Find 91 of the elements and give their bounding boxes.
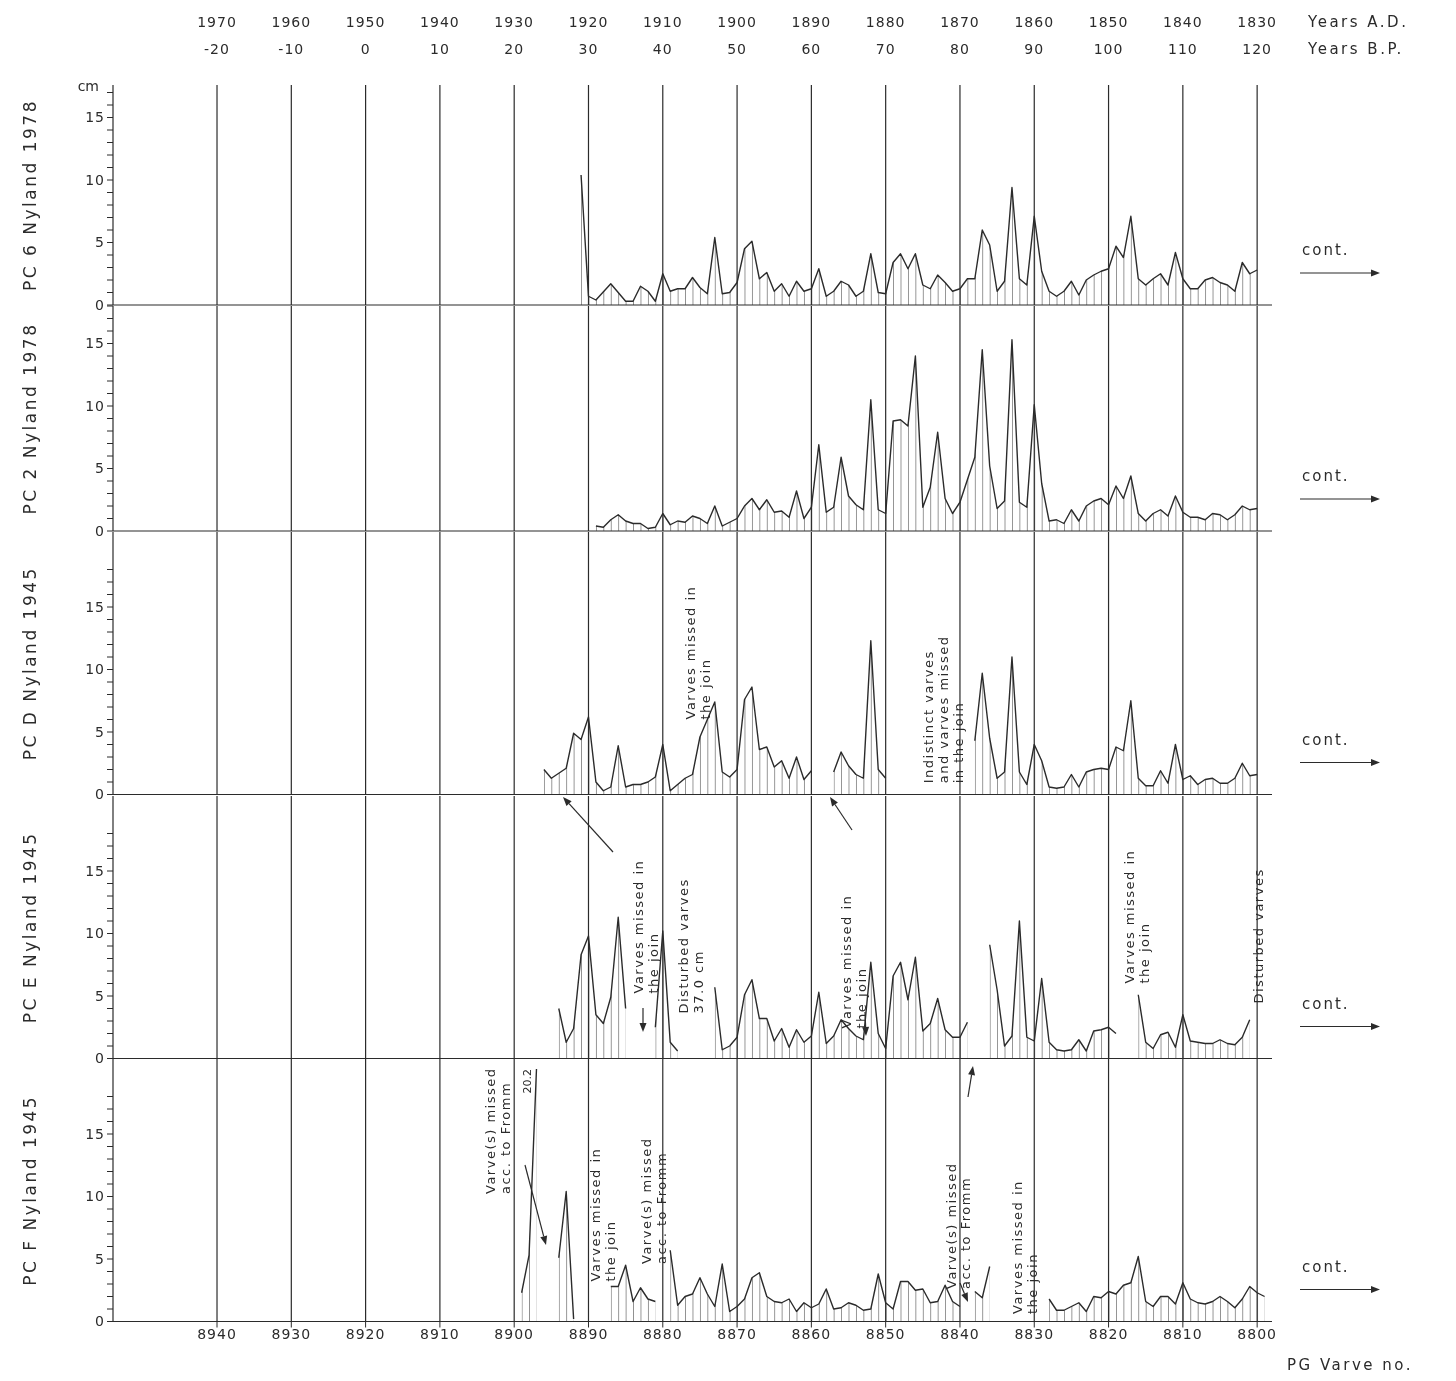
text: 70 <box>875 41 896 57</box>
y-tick-label: 0 <box>95 296 105 313</box>
x2-tick-label: 1940 <box>420 14 460 30</box>
annotation: Indistinct varves and varves missed in the join <box>921 635 967 784</box>
annotation: 20.2 <box>521 1069 535 1094</box>
x-tick-label: 8900 <box>494 1326 535 1343</box>
x-tick-label: 8800 <box>1237 1326 1277 1343</box>
text: -20 <box>204 41 230 57</box>
y-tick-label: 0 <box>95 1313 105 1330</box>
x2-tick-label: 1860 <box>1014 14 1055 30</box>
x-tick-label: 8850 <box>865 1326 906 1343</box>
x2-tick-label: 1830 <box>1237 14 1277 30</box>
text: cm <box>77 78 99 94</box>
annotation: Varves missed in the join <box>1010 1180 1041 1314</box>
x-tick-label: 8810 <box>1163 1326 1203 1343</box>
annotation: Varves missed in the join <box>683 585 714 720</box>
y-tick-label: 5 <box>95 1250 105 1267</box>
y-tick-label: 5 <box>95 234 105 251</box>
text: 20 <box>504 41 525 57</box>
y-tick-label: 15 <box>85 598 105 615</box>
y-tick-label: 10 <box>85 661 105 678</box>
x2-tick-label: 1930 <box>494 14 535 30</box>
x-axis-title: PG Varve no. <box>1287 1355 1413 1374</box>
text: cont. <box>1302 730 1350 749</box>
y-tick-label: 10 <box>85 397 105 414</box>
x2-tick-label: 1840 <box>1163 14 1203 30</box>
y-axis-title: PC E Nyland 1945 <box>20 830 41 1023</box>
y-axis-title: PC D Nyland 1945 <box>20 566 41 761</box>
x-tick-label: 8840 <box>940 1326 980 1343</box>
text: cont. <box>1302 241 1350 259</box>
annotation: Varve(s) missed acc. to Fromm <box>638 1137 669 1264</box>
x-tick-label: 8830 <box>1014 1326 1055 1343</box>
annotation: Disturbed varves 37.0 cm <box>676 877 707 1013</box>
x2-tick-label: 1880 <box>865 14 906 30</box>
text: 50 <box>727 41 747 57</box>
text: cont. <box>1302 994 1350 1012</box>
x2-axis-title: Years A.D. <box>1307 13 1409 31</box>
x-tick-label: 8820 <box>1088 1326 1129 1343</box>
x-tick-label: 8910 <box>420 1326 460 1343</box>
annotation: Varves missed in the join <box>588 1147 619 1282</box>
text: 0 <box>360 41 371 57</box>
y-tick-label: 5 <box>95 723 105 740</box>
x-tick-label: 8880 <box>642 1326 683 1343</box>
y-tick-label: 15 <box>85 862 105 879</box>
y-tick-label: 5 <box>95 987 105 1004</box>
y-tick-label: 0 <box>95 522 105 539</box>
y-tick-label: 15 <box>85 1125 105 1142</box>
x2-tick-label: 1950 <box>345 14 386 30</box>
x-tick-label: 8920 <box>345 1326 386 1343</box>
annotation: Varves missed in the join <box>1121 849 1152 983</box>
x-tick-label: 8870 <box>717 1326 757 1343</box>
y-tick-label: 15 <box>85 335 105 352</box>
text: 90 <box>1024 41 1045 57</box>
y-tick-label: 0 <box>95 1049 105 1066</box>
x-tick-label: 8940 <box>197 1326 237 1343</box>
text: 10 <box>429 41 450 57</box>
annotation: Varve(s) missed acc. to Fromm <box>943 1162 974 1289</box>
x2-tick-label: 1890 <box>791 14 832 30</box>
x2-tick-label: 1970 <box>197 14 237 30</box>
x2-tick-label: 1960 <box>271 14 312 30</box>
text: 100 <box>1093 41 1124 57</box>
y-axis-title: PC 2 Nyland 1978 <box>20 322 41 515</box>
y-tick-label: 10 <box>85 924 105 941</box>
x-tick-label: 8860 <box>791 1326 832 1343</box>
annotation: Varve(s) missed acc. to Fromm <box>482 1067 513 1194</box>
y-tick-label: 0 <box>95 786 105 803</box>
x2-tick-label: 1850 <box>1088 14 1129 30</box>
text: -10 <box>278 41 305 57</box>
x2-tick-label: 1920 <box>568 14 609 30</box>
y-tick-label: 10 <box>85 171 105 188</box>
x2-tick-label: 1900 <box>717 14 757 30</box>
y-tick-label: 10 <box>85 1188 105 1205</box>
text: 40 <box>652 41 673 57</box>
y-tick-label: 5 <box>95 460 105 477</box>
text: cont. <box>1302 1257 1350 1276</box>
y-tick-label: 15 <box>85 109 105 126</box>
x-tick-label: 8930 <box>271 1326 312 1343</box>
text: 60 <box>801 41 822 57</box>
x2-tick-label: 1910 <box>642 14 683 30</box>
annotation: Disturbed varves <box>1251 867 1267 1003</box>
y-axis-title: PC F Nyland 1945 <box>20 1094 41 1286</box>
text: 30 <box>578 41 599 57</box>
x2-tick-label: 1870 <box>940 14 980 30</box>
text: 110 <box>1167 41 1198 57</box>
text: cont. <box>1302 467 1350 485</box>
x-tick-label: 8890 <box>568 1326 609 1343</box>
text: Years B.P. <box>1307 40 1404 58</box>
text: 80 <box>950 41 970 57</box>
annotation: Varves missed in the join <box>631 859 662 993</box>
text: 120 <box>1242 41 1273 57</box>
y-axis-title: PC 6 Nyland 1978 <box>20 99 41 291</box>
